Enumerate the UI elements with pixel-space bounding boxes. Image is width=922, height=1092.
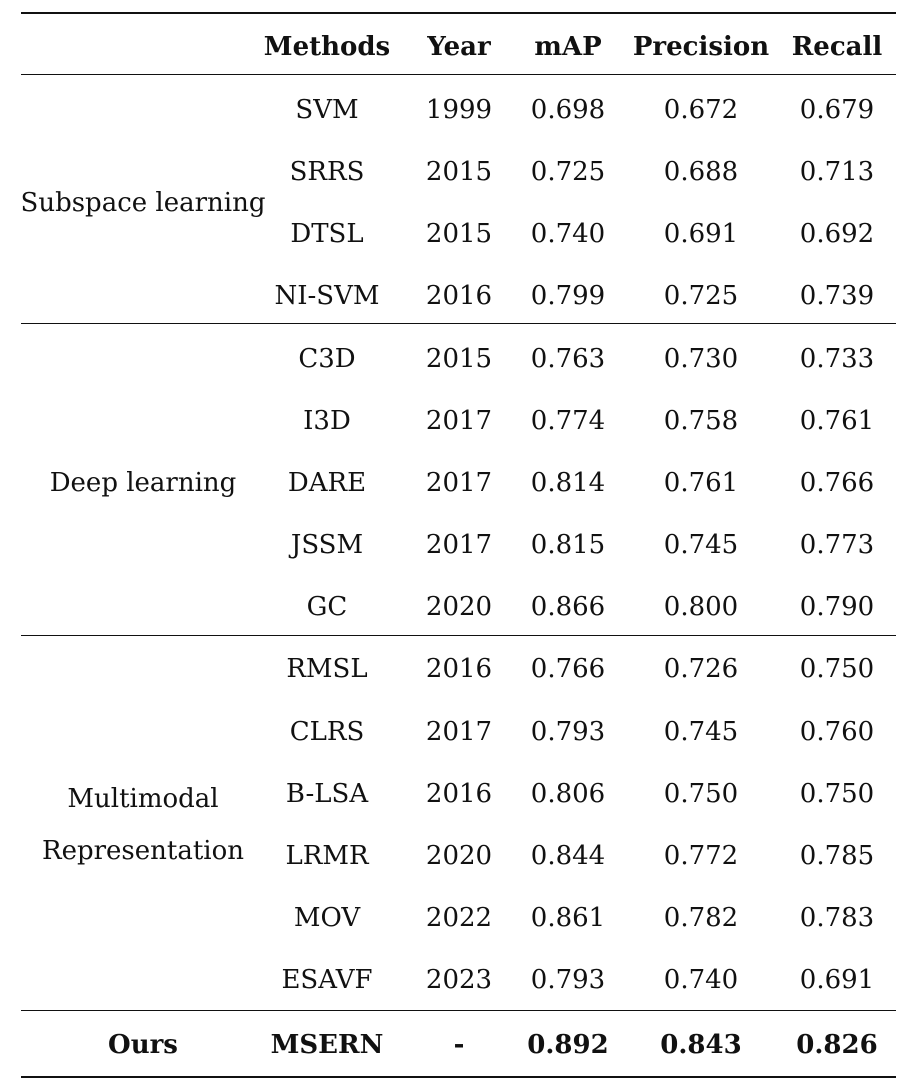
table-cell-year: 2016 — [425, 778, 493, 809]
table-cell-year: 2017 — [425, 530, 493, 561]
table-cell-precision: 0.761 — [663, 467, 739, 498]
table-cell-precision: 0.800 — [663, 592, 739, 623]
ours-cell-recall: 0.826 — [796, 1030, 878, 1060]
table-cell-map: 0.793 — [530, 965, 606, 996]
table-cell-precision: 0.745 — [663, 530, 739, 561]
group-label: Representation — [41, 835, 245, 866]
table-cell-method: NI-SVM — [274, 281, 380, 312]
header-rule — [21, 74, 896, 75]
table-cell-method: CLRS — [289, 716, 365, 747]
top-rule — [21, 12, 896, 14]
table-cell-recall: 0.785 — [799, 840, 875, 871]
table-cell-method: LRMR — [285, 840, 369, 871]
table-cell-map: 0.815 — [530, 530, 606, 561]
table-cell-method: DARE — [287, 467, 367, 498]
table-cell-recall: 0.766 — [799, 467, 875, 498]
column-header-method: Methods — [263, 32, 391, 62]
table-cell-method: B-LSA — [285, 778, 369, 809]
table-cell-precision: 0.740 — [663, 965, 739, 996]
table-cell-year: 2020 — [425, 840, 493, 871]
column-header-precision: Precision — [632, 32, 770, 62]
table-cell-method: C3D — [298, 343, 356, 374]
table-cell-year: 2020 — [425, 592, 493, 623]
table-cell-method: MOV — [293, 902, 361, 933]
table-cell-precision: 0.672 — [663, 95, 739, 125]
table-cell-year: 2015 — [425, 157, 493, 188]
table-cell-year: 2015 — [425, 343, 493, 374]
table-cell-map: 0.793 — [530, 716, 606, 747]
table-cell-precision: 0.758 — [663, 405, 739, 436]
group-label: Subspace learning — [20, 188, 266, 219]
group-rule-2 — [21, 635, 896, 636]
table-cell-method: I3D — [303, 405, 351, 436]
table-cell-recall: 0.739 — [799, 281, 875, 312]
table-cell-year: 2017 — [425, 467, 493, 498]
table-cell-precision: 0.688 — [663, 157, 739, 188]
table-cell-recall: 0.713 — [799, 157, 875, 188]
table-cell-map: 0.698 — [530, 95, 606, 125]
ours-cell-method: MSERN — [270, 1030, 384, 1060]
ours-cell-year: - — [453, 1030, 465, 1060]
table-cell-year: 2016 — [425, 654, 493, 685]
table-cell-precision: 0.725 — [663, 281, 739, 312]
column-header-year: Year — [427, 32, 491, 62]
table-cell-method: DTSL — [290, 219, 364, 250]
table-cell-recall: 0.692 — [799, 219, 875, 250]
table-cell-recall: 0.750 — [799, 654, 875, 685]
table-cell-precision: 0.691 — [663, 219, 739, 250]
group-rule-1 — [21, 323, 896, 324]
ours-rule — [21, 1010, 896, 1011]
table-cell-map: 0.861 — [530, 902, 606, 933]
table-cell-precision: 0.772 — [663, 840, 739, 871]
table-cell-method: SRRS — [289, 157, 365, 188]
table-cell-map: 0.814 — [530, 467, 606, 498]
table-cell-year: 2016 — [425, 281, 493, 312]
table-cell-recall: 0.733 — [799, 343, 875, 374]
table-cell-precision: 0.726 — [663, 654, 739, 685]
table-cell-method: RMSL — [286, 654, 368, 685]
table-cell-recall: 0.750 — [799, 778, 875, 809]
table-cell-recall: 0.790 — [799, 592, 875, 623]
group-label: Multimodal — [67, 783, 219, 814]
table-cell-map: 0.766 — [530, 654, 606, 685]
table-cell-map: 0.866 — [530, 592, 606, 623]
table-cell-recall: 0.679 — [799, 95, 875, 125]
table-cell-precision: 0.750 — [663, 778, 739, 809]
table-cell-map: 0.740 — [530, 219, 606, 250]
table-cell-method: ESAVF — [281, 965, 373, 996]
table-cell-year: 1999 — [425, 95, 493, 125]
table-cell-precision: 0.745 — [663, 716, 739, 747]
table-cell-precision: 0.782 — [663, 902, 739, 933]
table-cell-recall: 0.783 — [799, 902, 875, 933]
table-cell-map: 0.806 — [530, 778, 606, 809]
table-cell-map: 0.774 — [530, 405, 606, 436]
table-cell-recall: 0.691 — [799, 965, 875, 996]
table-cell-year: 2017 — [425, 405, 493, 436]
table-cell-year: 2017 — [425, 716, 493, 747]
table-cell-year: 2015 — [425, 219, 493, 250]
group-label: Deep learning — [49, 467, 237, 498]
table-cell-recall: 0.761 — [799, 405, 875, 436]
table-cell-recall: 0.773 — [799, 530, 875, 561]
table-cell-method: GC — [306, 592, 348, 623]
table-cell-map: 0.725 — [530, 157, 606, 188]
bottom-rule — [21, 1076, 896, 1078]
table-cell-recall: 0.760 — [799, 716, 875, 747]
table-cell-map: 0.763 — [530, 343, 606, 374]
table-cell-year: 2023 — [425, 965, 493, 996]
column-header-recall: Recall — [791, 32, 883, 62]
ours-cell-precision: 0.843 — [660, 1030, 742, 1060]
column-header-map: mAP — [534, 32, 602, 62]
ours-cell-map: 0.892 — [527, 1030, 609, 1060]
table-cell-method: SVM — [295, 95, 359, 125]
table-cell-map: 0.844 — [530, 840, 606, 871]
table-cell-method: JSSM — [290, 530, 364, 561]
table-cell-precision: 0.730 — [663, 343, 739, 374]
table-cell-map: 0.799 — [530, 281, 606, 312]
ours-label: Ours — [108, 1030, 178, 1060]
table-cell-year: 2022 — [425, 902, 493, 933]
